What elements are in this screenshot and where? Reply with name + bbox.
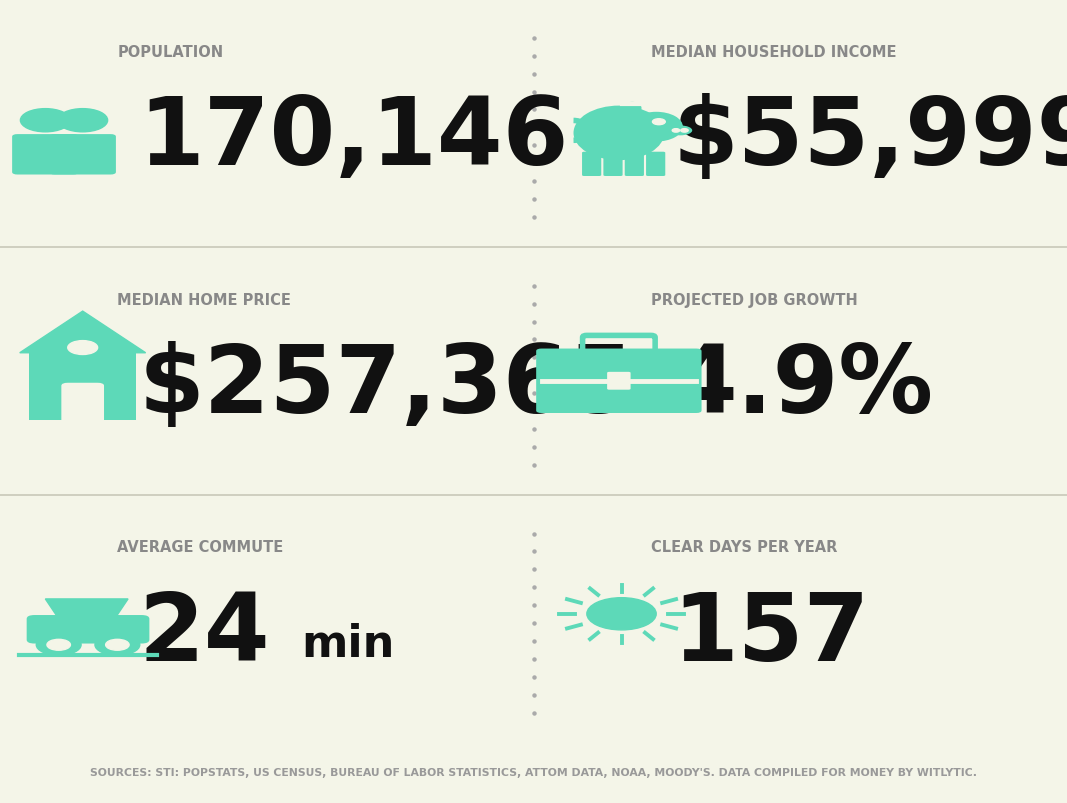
Text: min: min	[301, 622, 395, 665]
Circle shape	[68, 341, 98, 355]
Circle shape	[587, 598, 656, 630]
Circle shape	[36, 634, 81, 655]
Text: AVERAGE COMMUTE: AVERAGE COMMUTE	[117, 540, 284, 555]
FancyBboxPatch shape	[12, 135, 79, 175]
Circle shape	[47, 639, 70, 650]
Circle shape	[106, 639, 129, 650]
Text: MEDIAN HOUSEHOLD INCOME: MEDIAN HOUSEHOLD INCOME	[651, 44, 896, 59]
Text: 170,146: 170,146	[139, 92, 569, 185]
Polygon shape	[20, 312, 145, 353]
Text: SOURCES: STI: POPSTATS, US CENSUS, BUREAU OF LABOR STATISTICS, ATTOM DATA, NOAA,: SOURCES: STI: POPSTATS, US CENSUS, BUREA…	[90, 767, 977, 777]
Text: $55,999: $55,999	[672, 92, 1067, 185]
Text: CLEAR DAYS PER YEAR: CLEAR DAYS PER YEAR	[651, 540, 838, 555]
Circle shape	[95, 634, 140, 655]
Text: 4.9%: 4.9%	[672, 340, 935, 432]
Text: 24: 24	[139, 588, 270, 680]
Ellipse shape	[630, 112, 683, 142]
FancyBboxPatch shape	[604, 153, 623, 177]
FancyBboxPatch shape	[49, 135, 116, 175]
Text: 157: 157	[672, 588, 870, 680]
Ellipse shape	[623, 103, 641, 115]
FancyBboxPatch shape	[607, 373, 631, 390]
Text: $257,365: $257,365	[139, 340, 635, 432]
Polygon shape	[45, 599, 128, 619]
FancyBboxPatch shape	[647, 153, 666, 177]
Text: POPULATION: POPULATION	[117, 44, 223, 59]
FancyBboxPatch shape	[537, 349, 702, 414]
FancyBboxPatch shape	[27, 615, 149, 644]
Circle shape	[672, 129, 680, 133]
FancyBboxPatch shape	[624, 153, 643, 177]
Circle shape	[20, 109, 70, 132]
Text: PROJECTED JOB GROWTH: PROJECTED JOB GROWTH	[651, 292, 858, 307]
FancyBboxPatch shape	[583, 153, 602, 177]
Text: MEDIAN HOME PRICE: MEDIAN HOME PRICE	[117, 292, 291, 307]
Circle shape	[652, 120, 666, 125]
Ellipse shape	[668, 126, 692, 137]
Bar	[29, 352, 137, 421]
FancyBboxPatch shape	[62, 383, 105, 424]
Circle shape	[58, 109, 108, 132]
Ellipse shape	[574, 107, 664, 161]
Circle shape	[681, 129, 688, 133]
